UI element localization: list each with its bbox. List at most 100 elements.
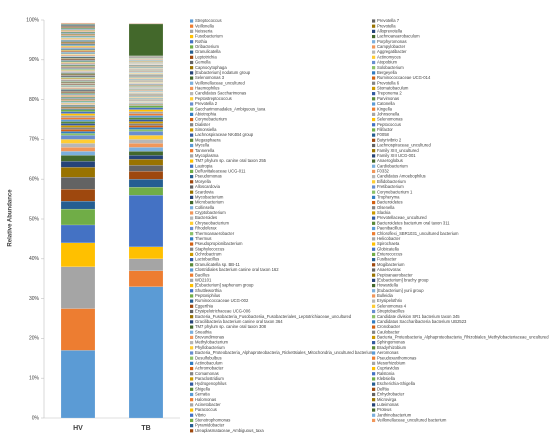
legend-swatch [372, 159, 376, 163]
legend-label: Gracilibacteria bacterium canine oral ta… [195, 319, 283, 324]
legend-label: Stomatobaculum [377, 86, 409, 91]
bar-segment [60, 108, 96, 110]
bar-segment [128, 117, 164, 120]
legend-swatch [372, 128, 376, 132]
legend-swatch [372, 330, 376, 334]
bar-segment [60, 66, 96, 68]
bar-segment [60, 53, 96, 55]
legend-label: Granulicatella sp. BB-11 [195, 262, 241, 267]
legend-label: Bacteroides [195, 215, 217, 220]
legend-swatch [372, 346, 376, 350]
legend-label: Corynebacterium [195, 117, 227, 122]
legend-swatch [372, 377, 376, 381]
bar-segment [128, 115, 164, 118]
legend-label: Veillonellaceae_uncultured [195, 80, 245, 85]
bar-segment [128, 246, 164, 259]
bar-segment [60, 80, 96, 82]
legend-label: Vibrio [195, 412, 206, 417]
legend-swatch [372, 356, 376, 360]
bar-segment [60, 99, 96, 101]
legend-swatch [372, 413, 376, 417]
bar-segment [128, 143, 164, 148]
bar-segment [60, 47, 96, 49]
legend-swatch [372, 24, 376, 28]
legend-swatch [190, 149, 194, 153]
legend-swatch [372, 81, 376, 85]
legend-label: Fretibacterium [377, 184, 404, 189]
legend-swatch [372, 29, 376, 33]
legend-label: Streptococcus [195, 18, 222, 23]
legend-label: Enterococcus [377, 252, 402, 257]
legend-label: Mycobacterium [195, 194, 224, 199]
legend-swatch [190, 232, 194, 236]
y-tick-label: 50% [29, 216, 40, 222]
legend-label: Ruminococcaceae UCG-014 [377, 75, 431, 80]
bar-segment [60, 24, 96, 26]
bar-segment [60, 81, 96, 83]
legend-swatch [190, 133, 194, 137]
bar-segment [60, 30, 96, 32]
legend-swatch [190, 258, 194, 262]
legend-label: Abiotrophia [195, 111, 217, 116]
legend-label: Johnsonella [377, 111, 400, 116]
legend-swatch [372, 403, 376, 407]
bar-segment [60, 115, 96, 118]
legend-swatch [190, 403, 194, 407]
legend-swatch [190, 346, 194, 350]
bar-segment [60, 147, 96, 152]
bar-segment [60, 54, 96, 56]
legend-label: Rothia [195, 39, 208, 44]
bar-segment [60, 104, 96, 106]
legend-swatch [372, 195, 376, 199]
bar-segment [60, 60, 96, 62]
bar-segment [60, 121, 96, 124]
bar-segment [60, 67, 96, 69]
legend-label: Paenibacillus [377, 226, 402, 231]
legend-swatch [372, 304, 376, 308]
bar-segment [60, 27, 96, 29]
bar-segment [60, 65, 96, 67]
y-tick-label: 80% [29, 97, 40, 103]
legend-swatch [190, 76, 194, 80]
legend-label: Prevotella 6 [377, 80, 400, 85]
legend-label: Granulicatella [195, 49, 221, 54]
legend-swatch [190, 175, 194, 179]
legend-swatch [372, 283, 376, 288]
legend-swatch [372, 133, 376, 137]
bar-segment [60, 35, 96, 37]
legend-label: Alloprevotella [377, 28, 403, 33]
bar-segment [60, 68, 96, 70]
legend-label: Candidatus Amoebophilus [377, 174, 426, 179]
bar-segment [60, 133, 96, 136]
legend-swatch [372, 154, 376, 158]
legend-label: Pseudoxanthomonas [377, 355, 416, 360]
legend-swatch [372, 320, 376, 324]
bar-segment [60, 242, 96, 267]
legend-swatch [372, 294, 376, 298]
bar-segment [60, 47, 96, 49]
legend-swatch [372, 226, 376, 231]
legend-swatch [190, 429, 194, 433]
bar-segment [60, 94, 96, 96]
bar-segment [60, 58, 96, 59]
legend-swatch [372, 86, 376, 91]
bar-segment [60, 224, 96, 243]
legend-label: Selenomonas [377, 117, 403, 122]
legend-swatch [190, 190, 194, 194]
legend-swatch [190, 128, 194, 132]
legend-swatch [372, 366, 376, 371]
legend-label: Serratia [195, 392, 210, 397]
bar-segment [60, 31, 96, 33]
legend-label: Phyllobacterium [195, 345, 225, 350]
x-tick-label: HV [73, 425, 83, 432]
legend-label: Desulfobulbus [195, 355, 222, 360]
legend-swatch [190, 325, 194, 329]
legend-label: Haemophilus [195, 86, 219, 91]
legend-label: Collinsella [195, 205, 215, 210]
bar-segment [60, 119, 96, 122]
legend-swatch [190, 273, 194, 277]
bar-segment [60, 64, 96, 66]
bar-segment [60, 208, 96, 226]
legend-swatch [372, 206, 376, 210]
bar-segment [60, 131, 96, 134]
